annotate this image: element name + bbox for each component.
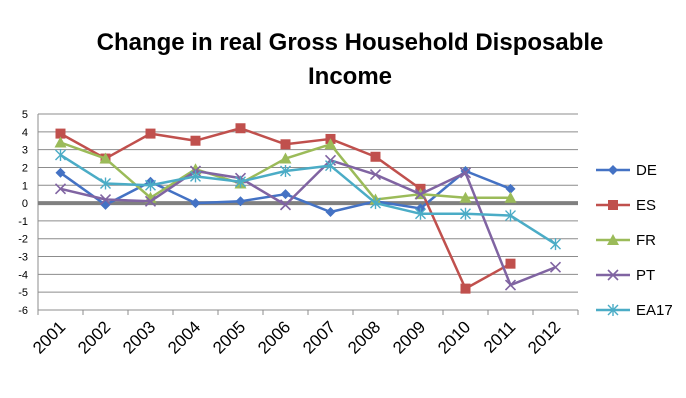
legend-item-de: DE (596, 162, 657, 179)
data-point (280, 165, 291, 178)
legend-item-fr: FR (596, 232, 656, 249)
data-point (504, 191, 517, 203)
legend-label: DE (636, 162, 657, 179)
legend-item-pt: PT (596, 267, 655, 284)
y-tick-label: -2 (18, 234, 28, 246)
x-tick-label: 2012 (524, 317, 564, 357)
legend-label: PT (636, 267, 655, 284)
data-point (280, 139, 291, 150)
data-point (279, 152, 292, 164)
y-tick-label: -5 (18, 287, 28, 299)
x-tick-label: 2004 (164, 317, 204, 357)
x-tick-label: 2006 (254, 317, 294, 357)
data-point (504, 279, 517, 291)
data-point (607, 234, 619, 245)
y-tick-label: -1 (18, 216, 28, 228)
data-point (145, 179, 156, 192)
data-point (369, 169, 382, 181)
y-tick-label: 3 (22, 145, 28, 157)
legend-item-ea17: EA17 (596, 302, 673, 319)
data-point (190, 170, 201, 183)
legend-label: FR (636, 232, 656, 249)
x-tick-label: 2008 (344, 317, 384, 357)
data-point (235, 123, 246, 134)
series-ea17 (55, 148, 561, 251)
data-point (235, 196, 246, 207)
legend: DE ES FR PT EA17 (596, 162, 673, 319)
data-point (55, 148, 66, 161)
data-point (608, 200, 618, 210)
series-line (60, 159, 556, 287)
legend-label: EA17 (636, 302, 673, 319)
data-point (55, 167, 66, 178)
data-point (145, 128, 156, 139)
y-tick-label: -4 (18, 269, 28, 281)
data-point (608, 165, 618, 175)
data-point (460, 207, 471, 220)
data-point (279, 199, 292, 211)
data-point (607, 304, 619, 316)
y-tick-label: -6 (18, 305, 28, 317)
data-point (325, 159, 336, 172)
data-point (370, 197, 381, 210)
series-es (55, 123, 516, 294)
y-tick-label: 5 (22, 109, 28, 121)
data-point (505, 209, 516, 222)
data-point (415, 207, 426, 220)
y-tick-label: 1 (22, 180, 28, 192)
x-tick-label: 2007 (299, 317, 339, 357)
data-point (235, 175, 246, 188)
series-line (59, 127, 512, 290)
data-point (190, 135, 201, 146)
y-tick-label: 4 (22, 127, 28, 139)
series-pt (54, 154, 562, 291)
x-tick-label: 2002 (74, 317, 114, 357)
data-point (55, 128, 66, 139)
legend-label: ES (636, 197, 656, 214)
legend-item-es: ES (596, 197, 656, 214)
y-tick-label: -3 (18, 252, 28, 264)
data-point (54, 183, 67, 195)
x-tick-label: 2005 (209, 317, 249, 357)
data-point (100, 177, 111, 190)
data-point (144, 195, 157, 207)
x-tick-label: 2009 (389, 317, 429, 357)
y-tick-label: 2 (22, 162, 28, 174)
series-line (59, 153, 557, 246)
data-point (280, 189, 291, 200)
data-point (99, 152, 112, 164)
x-tick-label: 2003 (119, 317, 159, 357)
x-tick-label: 2010 (434, 317, 474, 357)
data-point (460, 283, 471, 294)
chart-title-line-1: Change in real Gross Household Disposabl… (97, 29, 604, 56)
data-point (505, 258, 516, 269)
data-point (549, 261, 562, 273)
data-point (325, 207, 336, 217)
chart-title-line-2: Income (308, 63, 392, 90)
data-point (459, 167, 472, 179)
gridlines (38, 113, 578, 311)
data-point (607, 269, 619, 281)
x-tick-label: 2001 (29, 317, 69, 357)
data-point (190, 198, 201, 209)
data-point (54, 136, 67, 148)
series-lines (54, 123, 562, 294)
data-point (505, 183, 516, 194)
data-point (414, 188, 427, 200)
data-point (459, 191, 472, 203)
data-point (99, 193, 112, 206)
x-tick-label: 2011 (480, 317, 519, 356)
data-point (550, 238, 561, 251)
data-point (324, 138, 337, 150)
data-point (370, 151, 381, 162)
y-tick-label: 0 (22, 198, 28, 210)
